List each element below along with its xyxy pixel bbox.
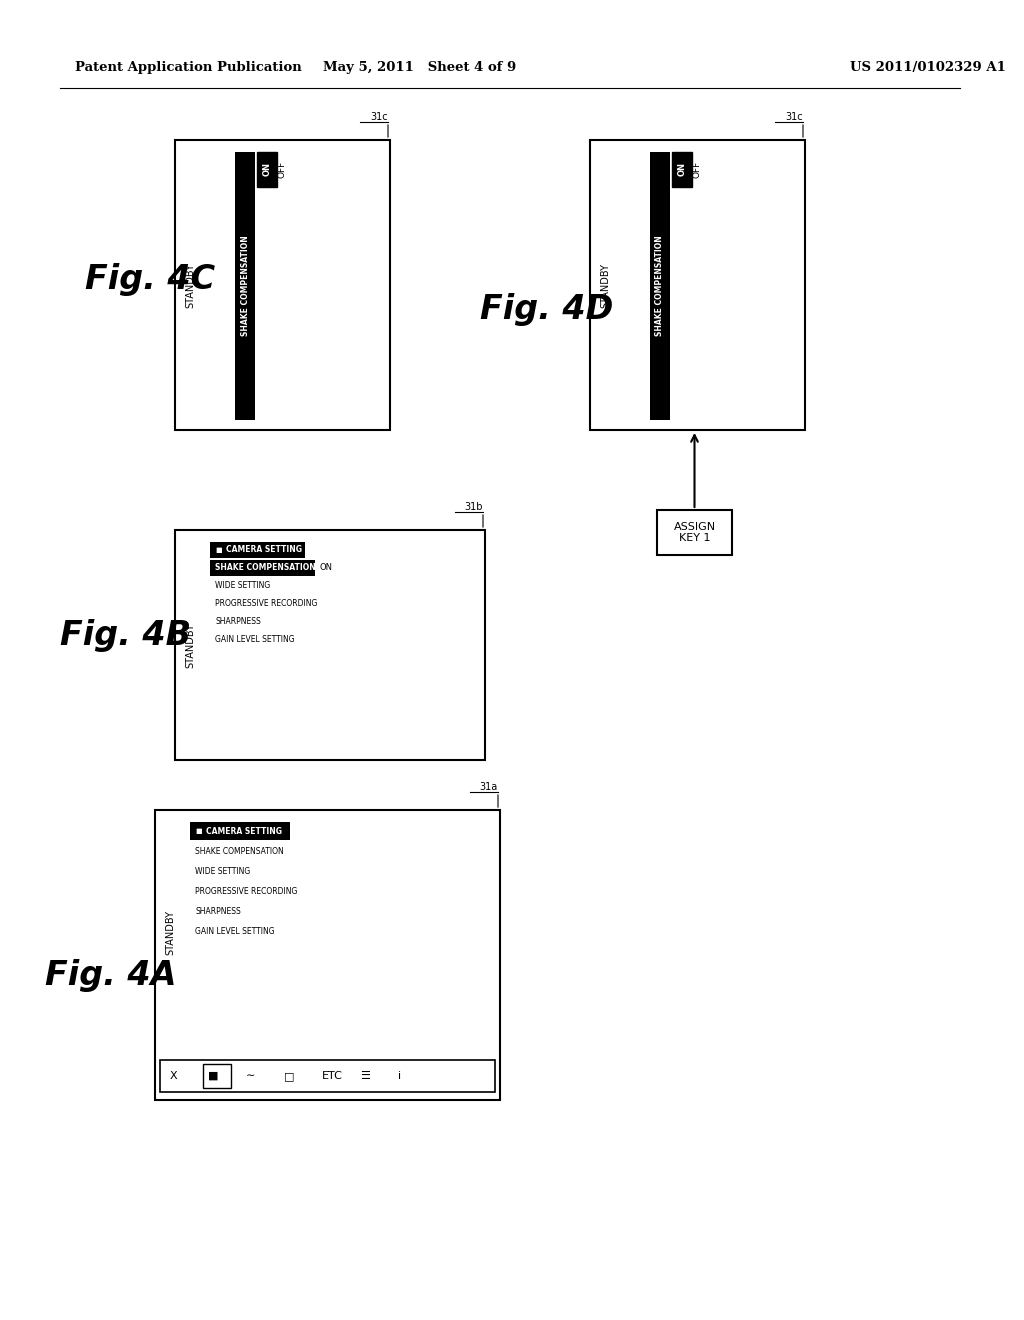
Text: Fig. 4C: Fig. 4C [85, 264, 215, 297]
Text: SHARPNESS: SHARPNESS [215, 618, 261, 627]
Bar [234, 152, 255, 420]
Text: WIDE SETTING: WIDE SETTING [215, 582, 270, 590]
Text: SHAKE COMPENSATION: SHAKE COMPENSATION [195, 846, 284, 855]
Text: ON: ON [262, 162, 271, 177]
Text: Patent Application Publication: Patent Application Publication [75, 62, 302, 74]
Text: GAIN LEVEL SETTING: GAIN LEVEL SETTING [195, 927, 274, 936]
Bar [175, 531, 485, 760]
Text: OFF: OFF [278, 161, 287, 178]
Bar [590, 140, 805, 430]
Text: X: X [170, 1071, 177, 1081]
Bar [190, 822, 290, 840]
Text: i: i [398, 1071, 401, 1081]
Text: CAMERA SETTING: CAMERA SETTING [226, 545, 302, 554]
Text: □: □ [284, 1071, 295, 1081]
Text: GAIN LEVEL SETTING: GAIN LEVEL SETTING [215, 635, 295, 644]
Text: SHAKE COMPENSATION: SHAKE COMPENSATION [241, 236, 250, 337]
Text: WIDE SETTING: WIDE SETTING [195, 866, 250, 875]
Bar [672, 152, 692, 187]
Text: US 2011/0102329 A1: US 2011/0102329 A1 [850, 62, 1006, 74]
Bar [160, 1060, 495, 1092]
Text: Fig. 4D: Fig. 4D [480, 293, 613, 326]
Text: 31b: 31b [465, 502, 483, 512]
Bar [210, 560, 315, 576]
Text: SHARPNESS: SHARPNESS [195, 907, 241, 916]
Bar [203, 1064, 231, 1088]
Text: SHAKE COMPENSATION: SHAKE COMPENSATION [215, 564, 315, 573]
Text: ■: ■ [195, 828, 202, 834]
Bar [210, 543, 305, 558]
Bar [657, 510, 732, 554]
Text: ASSIGN
KEY 1: ASSIGN KEY 1 [674, 521, 716, 544]
Text: 31c: 31c [785, 112, 803, 121]
Text: ETC: ETC [322, 1071, 343, 1081]
Text: STANDBY: STANDBY [165, 909, 175, 954]
Bar [155, 810, 500, 1100]
Text: PROGRESSIVE RECORDING: PROGRESSIVE RECORDING [215, 599, 317, 609]
Text: ∼: ∼ [246, 1071, 255, 1081]
Text: ON: ON [678, 162, 686, 177]
Bar [650, 152, 670, 420]
Text: SHAKE COMPENSATION: SHAKE COMPENSATION [655, 236, 665, 337]
Text: STANDBY: STANDBY [185, 623, 195, 668]
Text: OFF: OFF [692, 161, 701, 178]
Text: 31a: 31a [480, 781, 498, 792]
Text: 31c: 31c [371, 112, 388, 121]
Text: ■: ■ [208, 1071, 218, 1081]
Text: Fig. 4B: Fig. 4B [60, 619, 191, 652]
Bar [257, 152, 278, 187]
Text: Fig. 4A: Fig. 4A [45, 958, 176, 991]
Text: CAMERA SETTING: CAMERA SETTING [206, 826, 282, 836]
Bar [175, 140, 390, 430]
Text: STANDBY: STANDBY [185, 263, 195, 308]
Text: STANDBY: STANDBY [600, 263, 610, 308]
Text: ■: ■ [215, 546, 221, 553]
Text: PROGRESSIVE RECORDING: PROGRESSIVE RECORDING [195, 887, 297, 895]
Text: ON: ON [319, 564, 332, 573]
Text: ☰: ☰ [360, 1071, 370, 1081]
Text: May 5, 2011   Sheet 4 of 9: May 5, 2011 Sheet 4 of 9 [324, 62, 517, 74]
